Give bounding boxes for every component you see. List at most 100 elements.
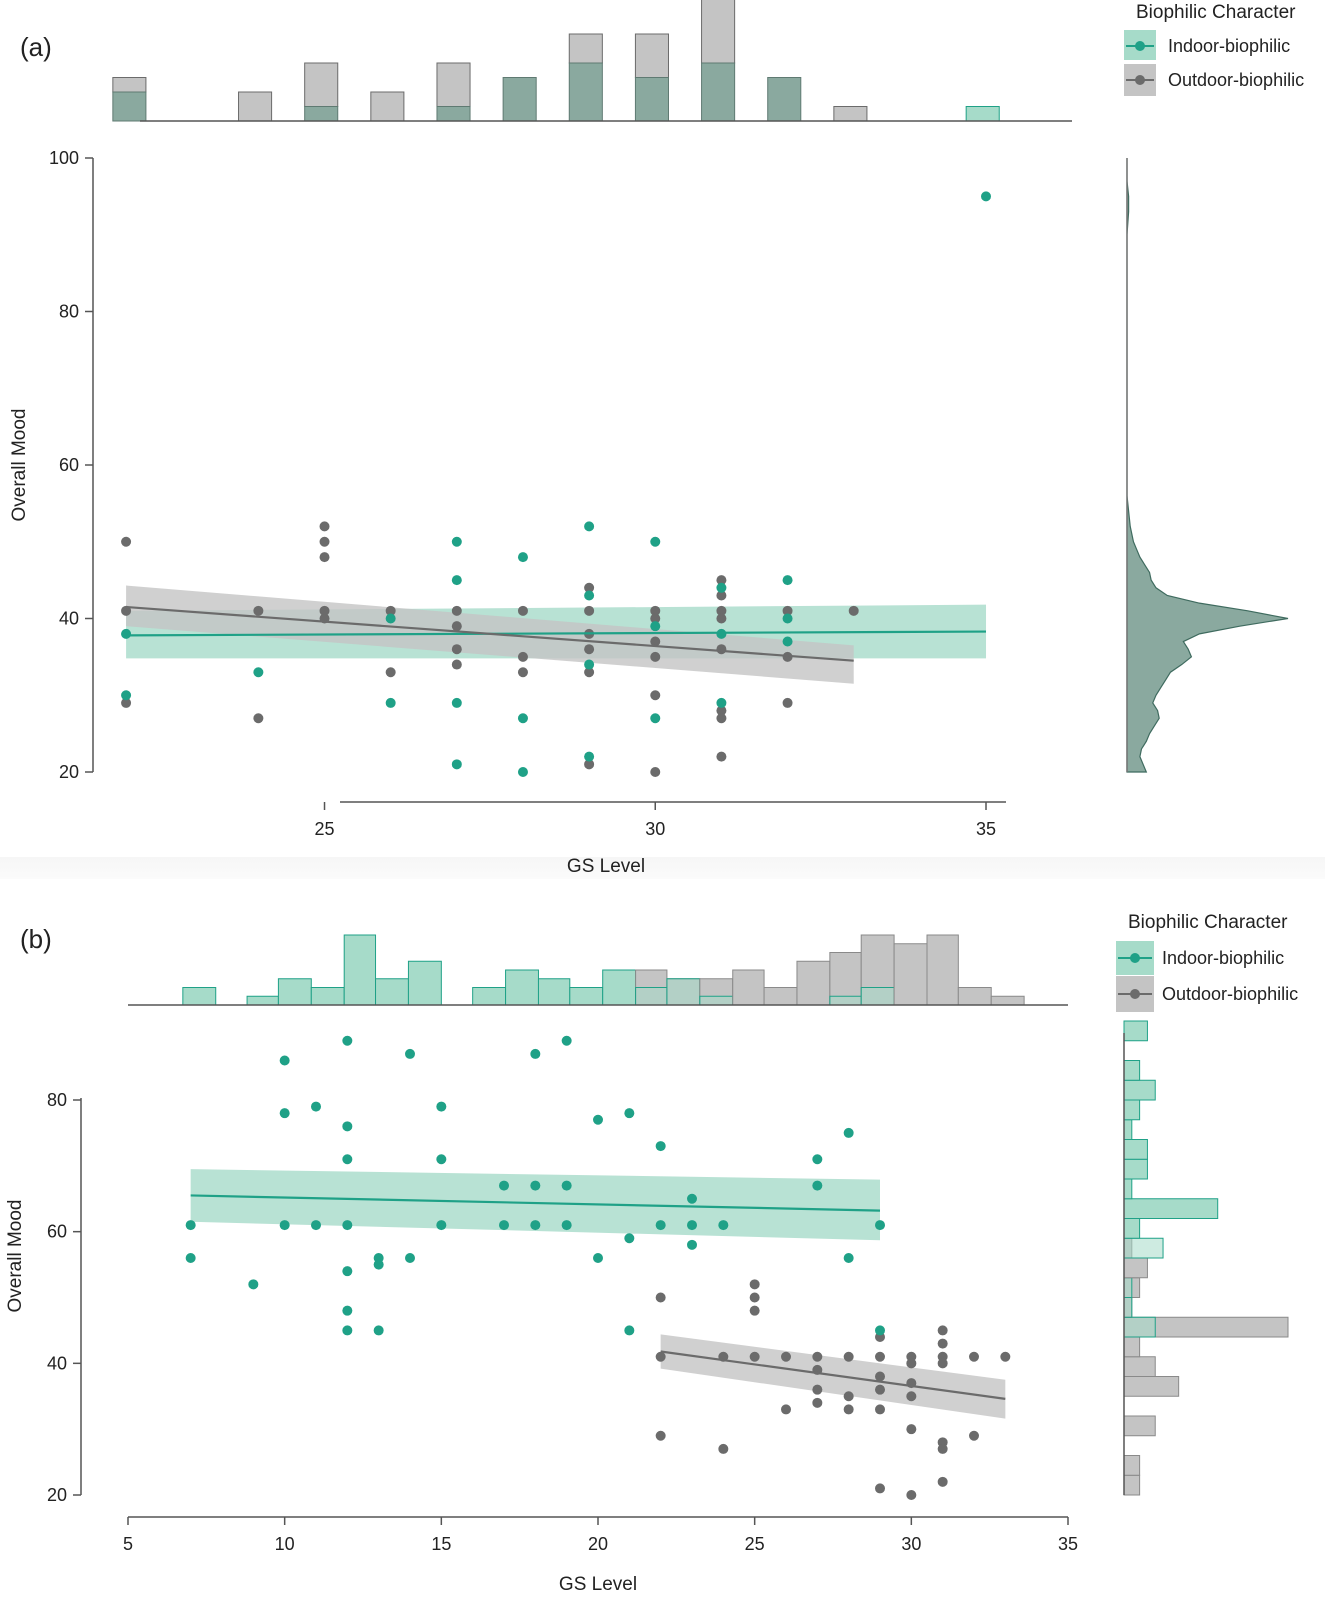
panel-a-top-hist-bar-overlap	[568, 62, 603, 122]
panel-b-top-hist-bar-indoor	[375, 978, 409, 1006]
panel-b-legend: Biophilic Character Indoor-biophilic Out…	[1116, 912, 1298, 1012]
panel-b-point-outdoor	[812, 1397, 823, 1408]
panel-a: (a) 20 40 60 80 100 25 30 35 GS Level Overall …	[9, 0, 1304, 877]
panel-a-legend-title: Biophilic Character	[1136, 2, 1296, 23]
panel-b-top-hist-bar-outdoor	[763, 987, 798, 1006]
panel-a-y-tick-label: 40	[59, 609, 79, 629]
panel-a-point-indoor	[121, 628, 132, 639]
panel-a-y-title: Overall Mood	[9, 409, 30, 522]
panel-a-trend-outdoor	[125, 605, 854, 662]
panel-b-top-hist-bar-indoor	[537, 978, 571, 1006]
panel-a-top-hist-bar-overlap	[634, 77, 669, 122]
panel-a-top-hist-bar-outdoor	[304, 62, 339, 107]
panel-b-top-hist-bar-indoor	[246, 995, 279, 1006]
panel-a-point-outdoor	[782, 697, 793, 708]
panel-b-point-indoor	[499, 1220, 509, 1231]
panel-b-top-hist-bar-indoor	[343, 934, 377, 1006]
panel-b-right-hist-bar-indoor	[1123, 1139, 1148, 1160]
panel-b-point-indoor	[624, 1108, 635, 1119]
panel-b-point-indoor	[311, 1101, 321, 1112]
panel-b-point-indoor	[624, 1233, 635, 1244]
panel-b-point-outdoor	[843, 1351, 854, 1362]
panel-b-right-hist-bar-outdoor	[1123, 1336, 1141, 1358]
panel-b-point-outdoor	[875, 1404, 885, 1415]
panel-a-point-outdoor	[584, 644, 595, 655]
panel-a-point-outdoor	[319, 605, 330, 616]
panel-a-point-indoor	[253, 667, 264, 678]
panel-a-point-indoor	[451, 697, 462, 708]
panel-a-x-tick-label: 25	[315, 819, 335, 839]
panel-b-point-outdoor	[937, 1476, 948, 1487]
panel-a-point-indoor	[782, 575, 793, 586]
panel-b-point-outdoor	[875, 1384, 885, 1395]
panel-a-point-indoor	[650, 536, 661, 547]
panel-a-top-hist-bar-outdoor	[833, 106, 868, 122]
panel-b-point-outdoor	[718, 1443, 729, 1454]
panel-a-point-outdoor	[650, 636, 661, 647]
panel-b-point-outdoor	[781, 1404, 791, 1415]
panel-a-point-indoor	[584, 659, 595, 670]
panel-b-point-indoor	[812, 1154, 823, 1165]
panel-b-point-outdoor	[906, 1490, 917, 1500]
panel-a-right-density	[1126, 158, 1289, 773]
panel-b-point-indoor	[561, 1035, 572, 1046]
panel-a-point-outdoor	[650, 613, 661, 624]
panel-a-label: (a)	[20, 32, 52, 62]
panel-b-point-indoor	[185, 1220, 196, 1231]
panel-b-point-outdoor	[812, 1351, 823, 1362]
panel-b-point-outdoor	[1000, 1351, 1011, 1362]
panel-b-right-hist-bar-indoor	[1123, 1060, 1141, 1081]
panel-b-top-hist-bar-outdoor	[990, 995, 1025, 1006]
panel-b-y-ticks: 20 40 60 80	[47, 1090, 81, 1505]
panel-b-y-title: Overall Mood	[5, 1200, 26, 1313]
panel-b-top-hist-bar-indoor	[407, 960, 442, 1006]
panel-b-right-hist-bar-outdoor	[1123, 1257, 1148, 1279]
panel-b-top-hist-bar-indoor	[699, 995, 734, 1006]
panel-a-legend: Biophilic Character Indoor-biophilic Out…	[1124, 2, 1304, 96]
panel-b-point-indoor	[624, 1325, 635, 1336]
panel-a-point-outdoor	[385, 667, 396, 678]
panel-a-point-indoor	[385, 697, 396, 708]
panel-b-right-hist-bar-indoor	[1123, 1020, 1148, 1042]
panel-b-top-hist-bar-outdoor	[893, 943, 928, 1006]
panel-b-point-indoor	[436, 1101, 447, 1112]
panel-a-top-hist-bar-overlap	[767, 77, 802, 122]
panel-b-point-outdoor	[749, 1351, 760, 1362]
panel-a-top-hist-bar-outdoor	[634, 33, 669, 78]
panel-a-point-indoor	[451, 759, 462, 770]
panel-b-point-indoor	[185, 1253, 196, 1263]
panel-b-point-outdoor	[875, 1483, 885, 1494]
panel-a-y-ticks: 20 40 60 80 100	[49, 148, 93, 782]
panel-a-point-indoor	[584, 590, 595, 601]
panel-b-point-outdoor	[655, 1430, 666, 1441]
panel-b-right-hist-bar-outdoor	[1123, 1376, 1180, 1397]
panel-a-legend-outdoor-marker	[1135, 75, 1145, 85]
panel-b-top-hist-bar-outdoor	[926, 934, 959, 1006]
panel-a-point-outdoor	[848, 605, 859, 616]
panel-b-point-indoor	[499, 1180, 509, 1191]
panel-b-point-outdoor	[843, 1391, 854, 1402]
panel-b-legend-indoor-label: Indoor-biophilic	[1162, 948, 1284, 968]
panel-b-point-outdoor	[875, 1351, 885, 1362]
panel-b-top-hist-bar-indoor	[829, 995, 862, 1006]
panel-b-point-outdoor	[655, 1351, 666, 1362]
panel-b-legend-outdoor-marker	[1130, 989, 1140, 999]
panel-a-point-indoor	[584, 751, 595, 762]
panel-b-y-tick-label: 40	[47, 1353, 67, 1373]
panel-a-y-tick-label: 60	[59, 455, 79, 475]
panel-a-top-hist-bar-overlap	[701, 62, 736, 122]
panel-b-point-indoor	[373, 1325, 384, 1336]
panel-a-point-outdoor	[584, 582, 595, 593]
panel-b-point-indoor	[687, 1220, 697, 1231]
panel-a-point-indoor	[584, 521, 595, 532]
panel-b-right-hist-bar-outdoor	[1123, 1356, 1156, 1377]
panel-a-density-area	[1126, 158, 1289, 773]
panel-b-point-indoor	[530, 1048, 541, 1059]
panel-b-top-hist-bar-indoor	[860, 987, 895, 1006]
panel-a-top-hist-bar-overlap	[112, 91, 147, 122]
panel-b-point-indoor	[342, 1035, 353, 1046]
panel-a-point-outdoor	[782, 605, 793, 616]
panel-a-legend-indoor-marker	[1135, 41, 1145, 51]
panel-b-point-indoor	[373, 1259, 384, 1270]
